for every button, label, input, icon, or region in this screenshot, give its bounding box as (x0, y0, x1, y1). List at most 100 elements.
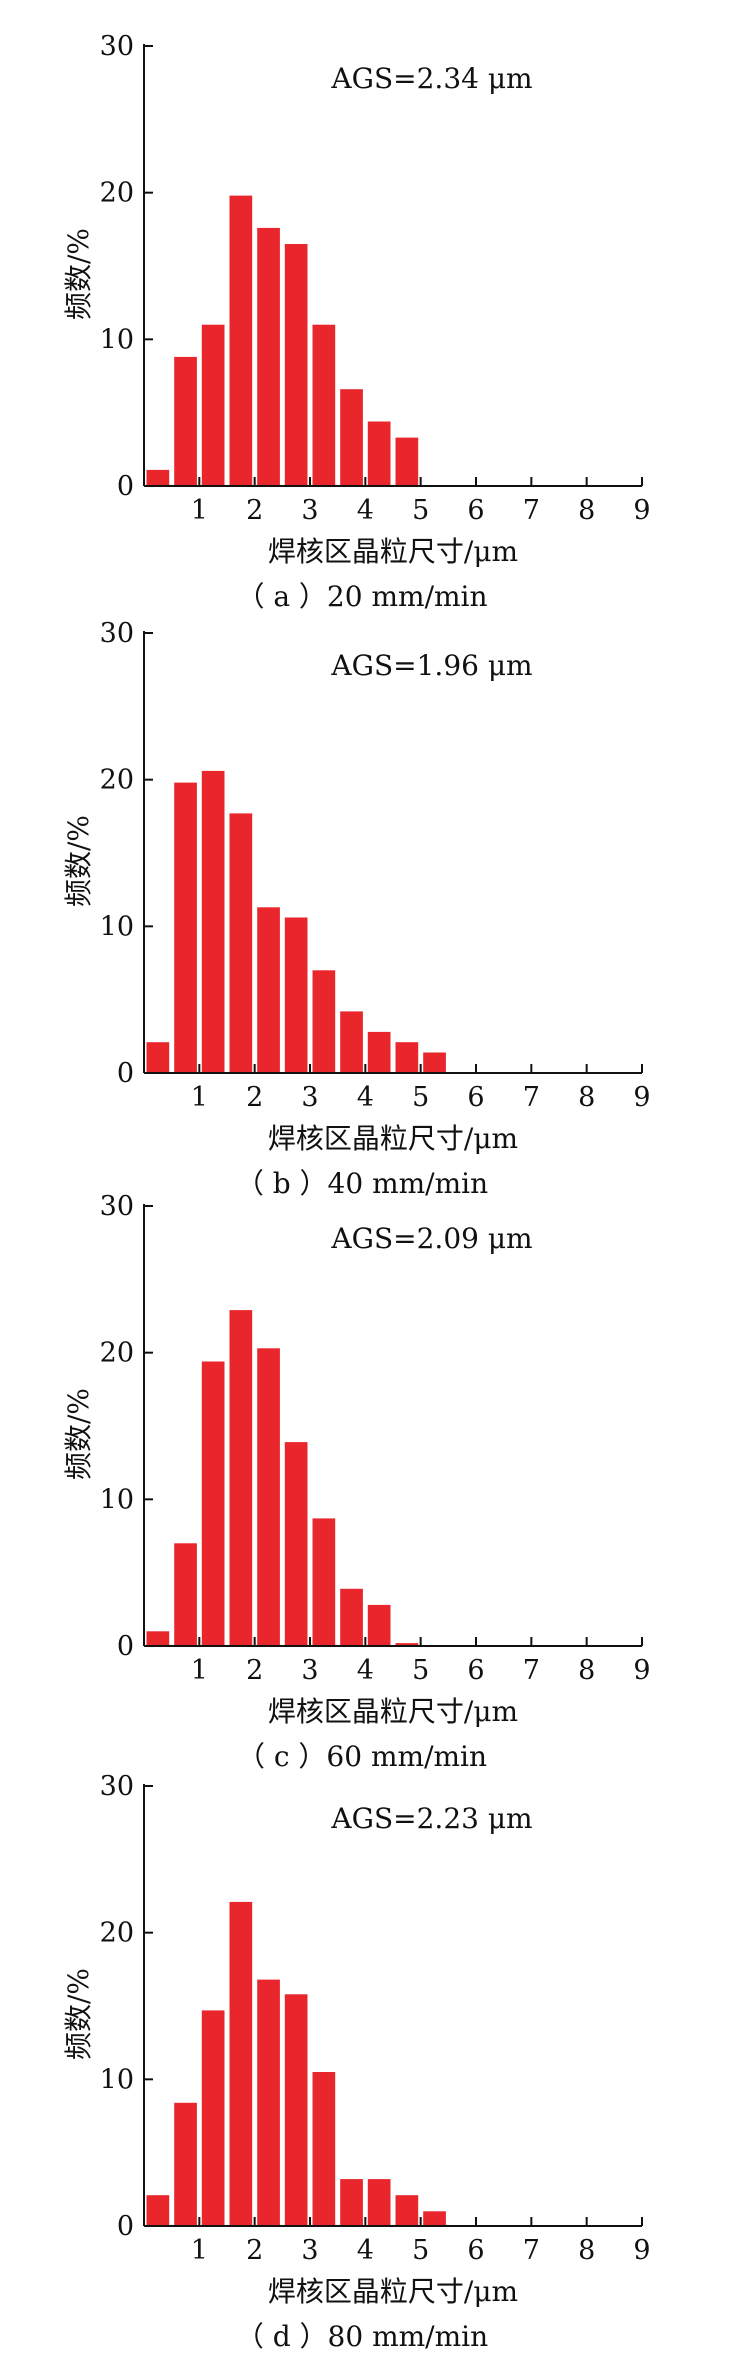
y-tick-label: 10 (100, 1484, 134, 1515)
ags-annotation: AGS=1.96 μm (330, 649, 532, 682)
x-tick-label: 5 (412, 1655, 429, 1686)
histogram-panel-1: 0 10 20 30 1 2 3 4 5 6 7 8 9 AGS=2.34 μm 频数/% 焊核区晶粒尺寸/μ… (62, 31, 651, 613)
histogram-bar (174, 2102, 197, 2226)
histogram-bar (340, 389, 363, 486)
histogram-bar (395, 1042, 419, 1073)
histogram-bar (340, 1588, 363, 1646)
x-tick-label: 4 (357, 2235, 374, 2266)
y-tick-label: 0 (117, 1631, 134, 1662)
y-tick-label: 10 (100, 324, 134, 355)
histogram-bar (312, 2072, 336, 2226)
x-axis-title: 焊核区晶粒尺寸/μm (268, 1122, 518, 1155)
histogram-bar (312, 324, 336, 486)
histogram-bar (395, 437, 419, 486)
x-tick-label: 7 (523, 495, 540, 526)
histogram-bar (229, 1901, 253, 2226)
histogram-bar (201, 770, 225, 1073)
histogram-bar (395, 1643, 419, 1646)
histogram-panel-3: 0 10 20 30 1 2 3 4 5 6 7 8 9 AGS=2.09 μm 频数/% 焊核区晶粒尺寸/μ… (62, 1191, 651, 1773)
x-tick-label: 8 (578, 495, 595, 526)
x-tick-label: 2 (246, 495, 263, 526)
x-tick-label: 9 (633, 2235, 650, 2266)
y-axis-title: 频数/% (62, 1388, 95, 1480)
x-tick-label: 5 (412, 1082, 429, 1113)
y-tick-label: 20 (100, 1338, 134, 1369)
x-axis-title: 焊核区晶粒尺寸/μm (268, 535, 518, 568)
ags-annotation: AGS=2.09 μm (330, 1222, 532, 1255)
histogram-bar (367, 421, 391, 486)
histogram-bar (423, 1052, 446, 1073)
x-tick-label: 7 (523, 2235, 540, 2266)
y-tick-label: 20 (100, 1918, 134, 1949)
histogram-bar (229, 195, 253, 486)
x-tick-label: 4 (357, 1655, 374, 1686)
ags-annotation: AGS=2.23 μm (330, 1802, 532, 1835)
y-axis-title: 频数/% (62, 1968, 95, 2060)
x-tick-label: 3 (301, 1655, 318, 1686)
x-tick-label: 7 (523, 1082, 540, 1113)
x-tick-label: 5 (412, 495, 429, 526)
histogram-bar (146, 2195, 170, 2226)
y-tick-label: 10 (100, 2064, 134, 2095)
x-tick-label: 3 (301, 1082, 318, 1113)
y-tick-label: 30 (100, 1191, 134, 1222)
x-tick-label: 4 (357, 1082, 374, 1113)
histogram-bar (257, 907, 280, 1073)
x-tick-label: 2 (246, 1082, 263, 1113)
x-axis-title: 焊核区晶粒尺寸/μm (268, 1695, 518, 1728)
histogram-bar (229, 813, 253, 1073)
histogram-bar (229, 1310, 253, 1646)
histogram-bar (423, 2211, 446, 2226)
histogram-bar (146, 469, 170, 486)
y-tick-label: 0 (117, 471, 134, 502)
x-tick-label: 6 (467, 1655, 484, 1686)
panel-caption: （ d ）80 mm/min (236, 2320, 488, 2353)
y-tick-label: 10 (100, 911, 134, 942)
histogram-panel-2: 0 10 20 30 1 2 3 4 5 6 7 8 9 AGS=1.96 μm 频数/% 焊核区晶粒尺寸/μ… (62, 618, 651, 1200)
histogram-bar (146, 1631, 170, 1646)
histogram-bar (257, 227, 280, 486)
x-tick-label: 1 (191, 1082, 208, 1113)
x-tick-label: 4 (357, 495, 374, 526)
y-axis-title: 频数/% (62, 228, 95, 320)
histogram-bar (284, 917, 308, 1073)
histogram-bar (367, 1031, 391, 1073)
histogram-bar (340, 1011, 363, 1073)
y-axis-title: 频数/% (62, 815, 95, 907)
histogram-bar (201, 2010, 225, 2226)
x-tick-label: 8 (578, 2235, 595, 2266)
y-tick-label: 30 (100, 31, 134, 62)
x-tick-label: 6 (467, 495, 484, 526)
x-tick-label: 2 (246, 2235, 263, 2266)
histogram-bar (257, 1348, 280, 1646)
histogram-bar (284, 1994, 308, 2226)
histogram-bar (367, 1604, 391, 1646)
panel-caption: （ b ）40 mm/min (236, 1167, 488, 1200)
histogram-bar (340, 2179, 363, 2226)
x-tick-label: 1 (191, 2235, 208, 2266)
x-tick-label: 8 (578, 1655, 595, 1686)
x-tick-label: 9 (633, 495, 650, 526)
histogram-bar (312, 970, 336, 1073)
histogram-bar (201, 324, 225, 486)
histogram-panel-4: 0 10 20 30 1 2 3 4 5 6 7 8 9 AGS=2.23 μm 频数/% 焊核区晶粒尺寸/μ… (62, 1771, 651, 2353)
histogram-bar (174, 356, 197, 486)
x-tick-label: 1 (191, 495, 208, 526)
y-tick-label: 20 (100, 178, 134, 209)
histogram-bar (395, 2195, 419, 2226)
x-tick-label: 3 (301, 495, 318, 526)
histogram-bar (312, 1518, 336, 1646)
x-tick-label: 1 (191, 1655, 208, 1686)
x-tick-label: 3 (301, 2235, 318, 2266)
x-tick-label: 6 (467, 2235, 484, 2266)
histogram-bar (257, 1979, 280, 2226)
x-tick-label: 7 (523, 1655, 540, 1686)
histogram-bar (201, 1361, 225, 1646)
x-tick-label: 2 (246, 1655, 263, 1686)
x-axis-title: 焊核区晶粒尺寸/μm (268, 2275, 518, 2308)
x-tick-label: 9 (633, 1655, 650, 1686)
histogram-bar (284, 244, 308, 486)
x-tick-label: 9 (633, 1082, 650, 1113)
panel-caption: （ a ）20 mm/min (236, 580, 487, 613)
